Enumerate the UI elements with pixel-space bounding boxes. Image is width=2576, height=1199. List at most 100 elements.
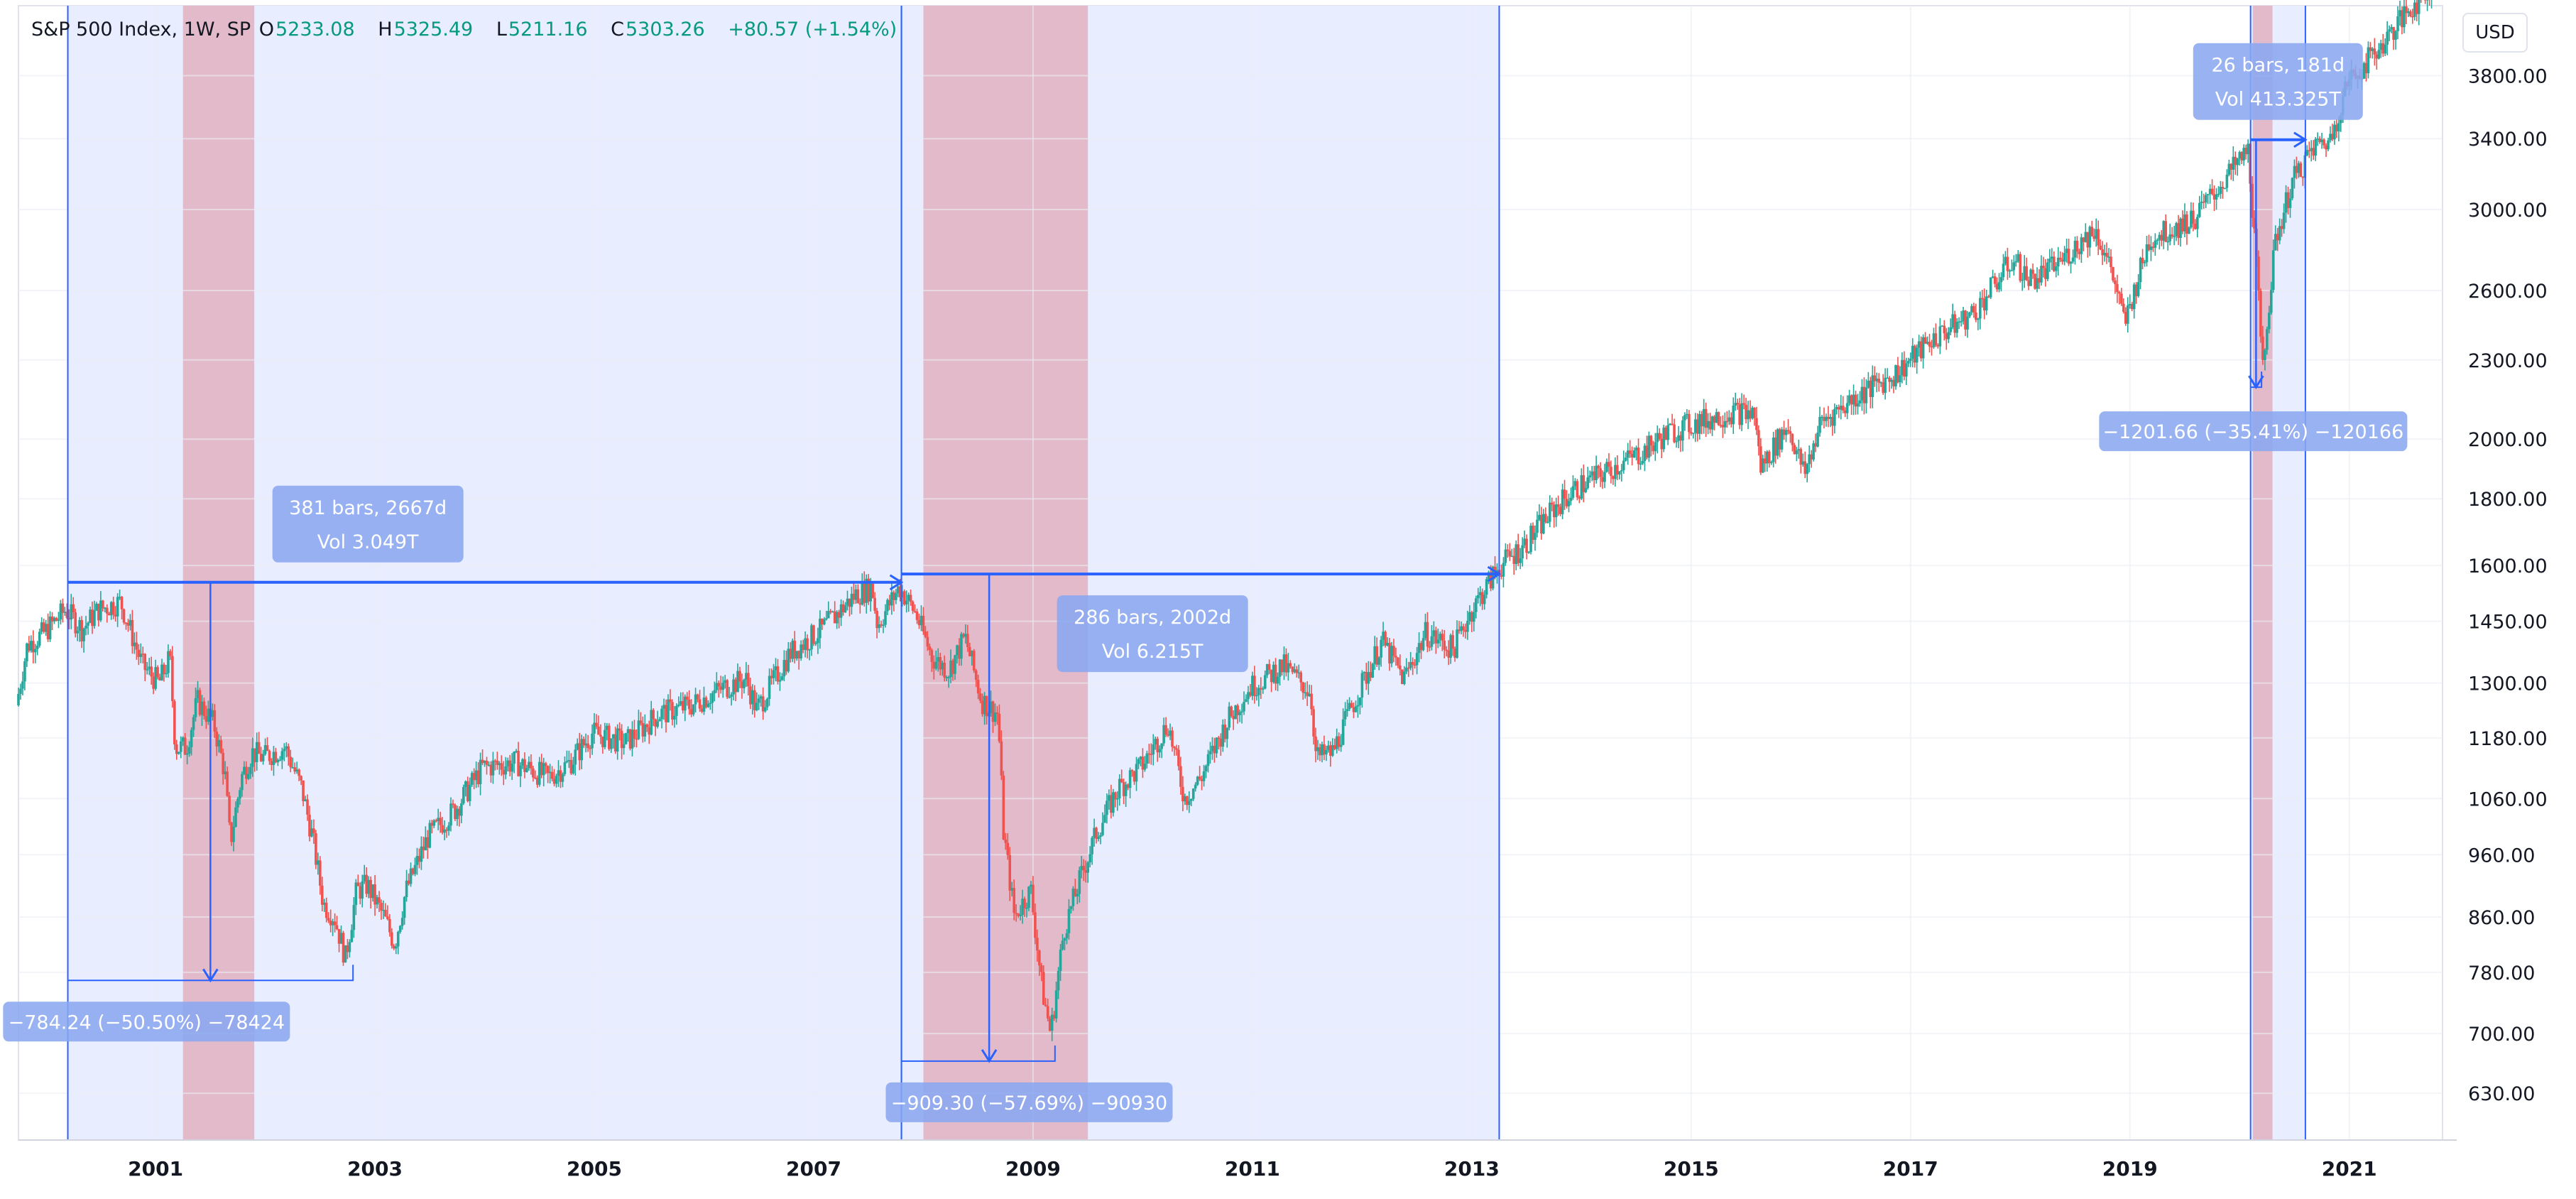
candle-body xyxy=(677,704,680,706)
candle-body xyxy=(1333,744,1336,749)
candle-body xyxy=(1618,471,1621,475)
candle-body xyxy=(1789,431,1792,434)
y-tick-label: 1180.00 xyxy=(2468,728,2548,750)
candle-body xyxy=(1253,676,1256,696)
candle-body xyxy=(1363,672,1366,673)
candle-body xyxy=(337,929,341,944)
measure-range-arrowhead xyxy=(1487,565,1502,582)
candle-body xyxy=(67,617,71,620)
candle-body xyxy=(2046,262,2049,279)
candle-body xyxy=(1941,325,1944,327)
candle-body xyxy=(460,803,463,816)
candle-body xyxy=(2405,6,2408,13)
candle-body xyxy=(1023,899,1026,908)
candle-body xyxy=(765,698,769,707)
candle-body xyxy=(1341,719,1345,745)
measure-range-label: Vol 6.215T xyxy=(1102,641,1204,663)
measure-drop-box xyxy=(2250,371,2263,389)
measure-drop-box xyxy=(67,965,354,982)
candle-body xyxy=(2403,6,2406,28)
candle-body xyxy=(485,760,489,765)
candle-body xyxy=(1063,938,1066,941)
candle-body xyxy=(491,760,495,776)
candle-body xyxy=(2014,261,2018,263)
candle-body xyxy=(2101,249,2104,256)
currency-button[interactable]: USD xyxy=(2462,13,2528,53)
candle-body xyxy=(1980,298,1984,300)
candle-body xyxy=(365,874,368,894)
candle-body xyxy=(72,604,75,613)
candle-body xyxy=(993,712,997,722)
candle-body xyxy=(852,593,856,600)
candle-body xyxy=(839,604,843,618)
candle-body xyxy=(1369,672,1372,678)
candle-body xyxy=(2299,163,2303,177)
candle-body xyxy=(1582,475,1586,492)
candle-body xyxy=(1780,429,1784,450)
candle-body xyxy=(1765,451,1769,464)
candle-body xyxy=(1128,770,1132,788)
candle-body xyxy=(1137,759,1140,764)
candle-body xyxy=(1150,754,1153,755)
candle-body xyxy=(2156,239,2159,242)
candle-body xyxy=(1803,461,1807,474)
candle-body xyxy=(1139,756,1142,759)
candle-body xyxy=(251,748,254,767)
candle-body xyxy=(1386,643,1389,646)
candle-body xyxy=(1251,676,1254,696)
candle-body xyxy=(445,829,448,831)
candle-body xyxy=(266,745,269,752)
candle-body xyxy=(656,721,659,727)
candle-body xyxy=(1232,715,1235,720)
candle-body xyxy=(1084,870,1088,873)
candle-body xyxy=(1074,889,1077,897)
candle-body xyxy=(2271,250,2275,291)
candle-body xyxy=(628,729,632,749)
candle-body xyxy=(346,945,349,953)
candle-body xyxy=(757,698,760,703)
candle-body xyxy=(312,828,315,834)
candle-body xyxy=(2027,280,2030,286)
candle-body xyxy=(1736,403,1739,405)
candle-body xyxy=(2257,256,2260,291)
candle-body xyxy=(724,680,727,683)
candle-body xyxy=(339,933,343,944)
candle-body xyxy=(1441,634,1444,641)
candle-body xyxy=(1540,514,1543,534)
candle-body xyxy=(1421,638,1425,651)
candle-body xyxy=(802,644,804,650)
candle-body xyxy=(400,918,404,926)
candle-body xyxy=(1191,788,1195,799)
candle-body xyxy=(1439,634,1442,640)
candle-body xyxy=(2092,236,2096,239)
candle-body xyxy=(1706,421,1710,428)
candle-body xyxy=(1538,514,1541,520)
candle-body xyxy=(1814,443,1817,447)
candle-body xyxy=(1510,555,1514,558)
candle-body xyxy=(1447,650,1450,658)
candle-body xyxy=(498,763,501,766)
candle-body xyxy=(1605,462,1608,472)
candle-body xyxy=(909,595,912,602)
candle-body xyxy=(711,693,714,703)
candle-body xyxy=(865,578,868,603)
candle-body xyxy=(380,903,383,911)
candle-body xyxy=(825,618,828,619)
candle-body xyxy=(1964,310,1967,330)
candle-body xyxy=(968,647,971,656)
candle-body xyxy=(981,700,984,715)
candle-body xyxy=(382,909,385,911)
legend-low-label: L xyxy=(496,18,507,40)
candle-body xyxy=(2075,240,2079,252)
candle-body xyxy=(1917,341,1921,348)
candle-body xyxy=(1856,403,1860,407)
candle-body xyxy=(1367,672,1370,684)
candle-body xyxy=(243,766,246,774)
candle-body xyxy=(472,773,476,781)
candle-body xyxy=(1681,420,1684,441)
candle-body xyxy=(1401,669,1404,685)
candle-body xyxy=(1377,657,1380,665)
candle-body xyxy=(91,609,94,626)
